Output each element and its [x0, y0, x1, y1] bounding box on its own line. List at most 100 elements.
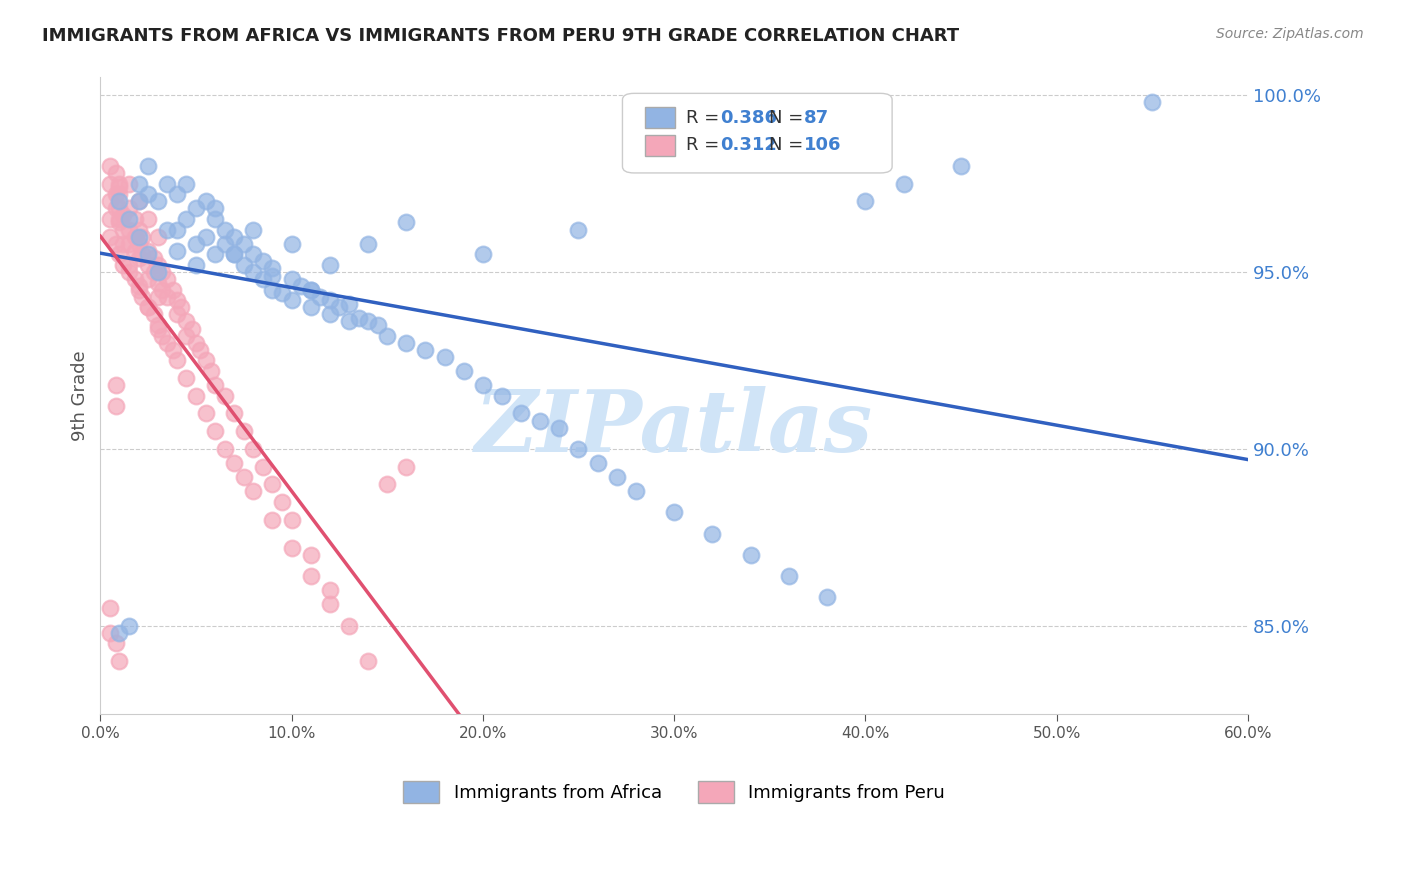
Point [204, 247, 226, 261]
Point [337, 297, 360, 311]
Point [606, 470, 628, 484]
Point [146, 290, 169, 304]
Point [156, 272, 179, 286]
Text: N =: N = [769, 136, 810, 154]
Legend: Immigrants from Africa, Immigrants from Peru: Immigrants from Africa, Immigrants from … [396, 774, 952, 811]
Point [131, 229, 153, 244]
Point [128, 177, 150, 191]
Point [184, 258, 207, 272]
Point [104, 378, 127, 392]
Point [204, 211, 226, 226]
Point [136, 247, 159, 261]
Point [453, 364, 475, 378]
Point [290, 279, 312, 293]
Point [309, 290, 332, 304]
Text: IMMIGRANTS FROM AFRICA VS IMMIGRANTS FROM PERU 9TH GRADE CORRELATION CHART: IMMIGRANTS FROM AFRICA VS IMMIGRANTS FRO… [42, 27, 959, 45]
Point [146, 265, 169, 279]
Point [112, 208, 135, 222]
Point [104, 400, 127, 414]
Point [176, 314, 198, 328]
Point [166, 244, 188, 258]
Point [136, 258, 159, 272]
Point [162, 283, 184, 297]
Point [128, 236, 150, 251]
Point [156, 335, 179, 350]
Point [1140, 95, 1163, 110]
Point [242, 222, 264, 236]
Point [150, 265, 173, 279]
Point [232, 258, 254, 272]
Point [176, 371, 198, 385]
Point [778, 569, 800, 583]
Point [108, 247, 131, 261]
Point [224, 247, 246, 261]
Point [108, 654, 131, 668]
Point [319, 598, 342, 612]
Point [156, 222, 179, 236]
Point [98, 159, 121, 173]
Point [136, 187, 159, 202]
Point [98, 177, 121, 191]
Text: ZIPatlas: ZIPatlas [475, 386, 873, 469]
Point [150, 328, 173, 343]
Point [136, 211, 159, 226]
Point [242, 265, 264, 279]
Point [98, 211, 121, 226]
Point [124, 272, 146, 286]
Point [415, 343, 437, 357]
Point [224, 407, 246, 421]
Point [319, 293, 342, 308]
Point [367, 318, 389, 332]
FancyBboxPatch shape [645, 107, 675, 128]
Point [118, 177, 141, 191]
Point [146, 229, 169, 244]
Point [433, 350, 456, 364]
Point [118, 258, 141, 272]
Point [262, 512, 284, 526]
Point [224, 456, 246, 470]
Point [166, 353, 188, 368]
Point [395, 335, 418, 350]
Point [232, 236, 254, 251]
Text: 106: 106 [804, 136, 841, 154]
Point [319, 583, 342, 598]
Point [491, 389, 513, 403]
Point [242, 442, 264, 456]
Point [242, 247, 264, 261]
Point [567, 222, 589, 236]
Point [98, 601, 121, 615]
Point [586, 456, 609, 470]
Point [357, 654, 380, 668]
Point [108, 180, 131, 194]
Point [337, 314, 360, 328]
Point [108, 194, 131, 209]
Point [740, 548, 762, 562]
Point [136, 244, 159, 258]
Point [214, 389, 236, 403]
Point [347, 310, 370, 325]
Point [176, 211, 198, 226]
Text: N =: N = [769, 109, 810, 127]
Point [142, 307, 165, 321]
Point [118, 202, 141, 216]
Point [108, 177, 131, 191]
Point [146, 276, 169, 290]
Point [194, 353, 217, 368]
Point [624, 484, 647, 499]
Point [702, 526, 724, 541]
Point [166, 222, 188, 236]
Point [375, 328, 398, 343]
Point [188, 343, 211, 357]
Point [128, 194, 150, 209]
Point [299, 283, 322, 297]
Point [510, 407, 533, 421]
Point [328, 301, 350, 315]
Point [357, 236, 380, 251]
Point [262, 283, 284, 297]
Text: 0.312: 0.312 [720, 136, 778, 154]
Point [853, 194, 876, 209]
Point [184, 389, 207, 403]
Point [214, 442, 236, 456]
Point [128, 194, 150, 209]
Point [128, 222, 150, 236]
